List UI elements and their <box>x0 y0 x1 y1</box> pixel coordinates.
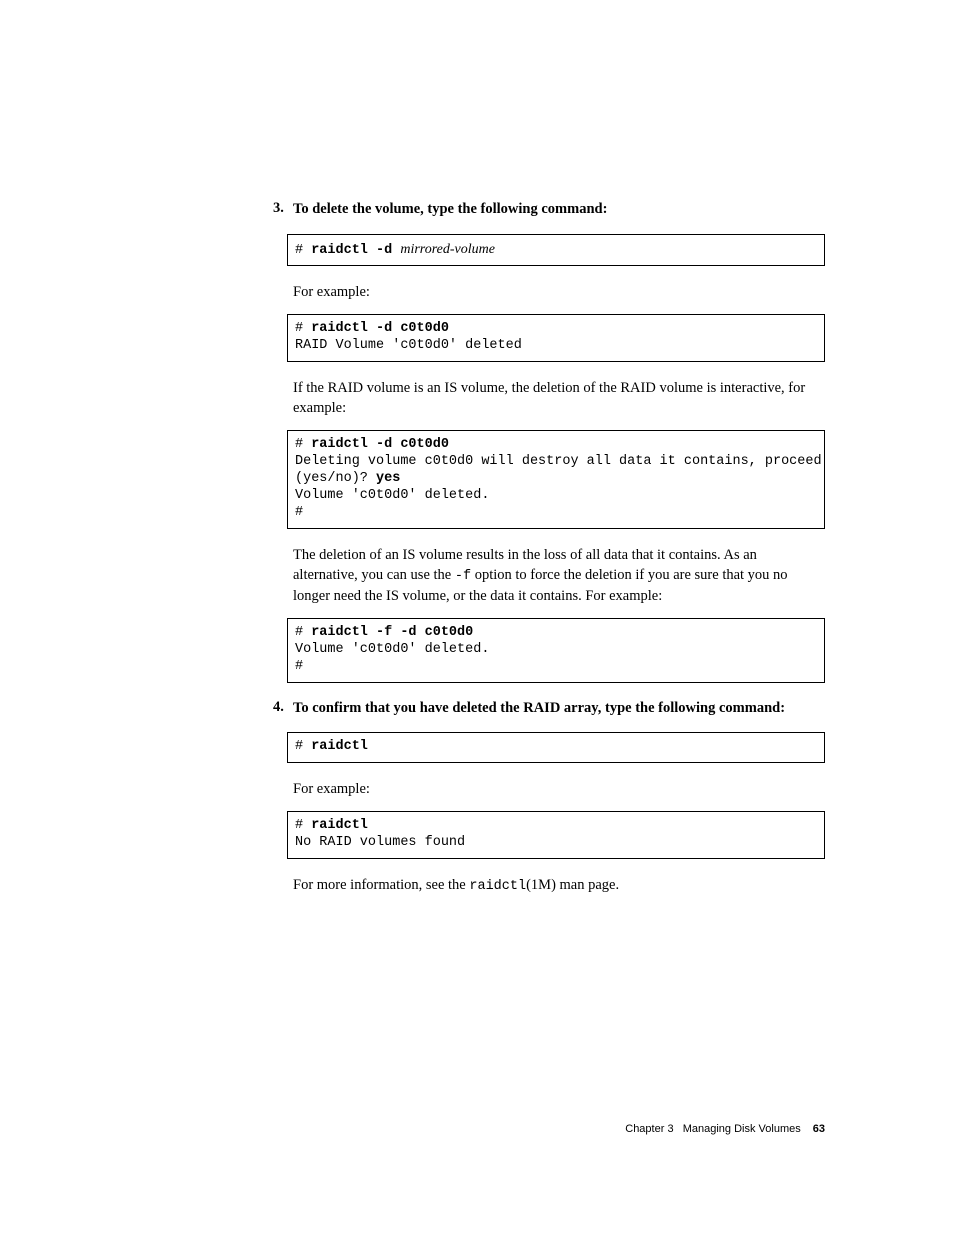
page: 3. To delete the volume, type the follow… <box>0 0 954 1235</box>
para-more-info: For more information, see the raidctl(1M… <box>293 875 825 897</box>
code-output: Deleting volume c0t0d0 will destroy all … <box>295 454 822 469</box>
code-arg: mirrored-volume <box>400 242 495 257</box>
text: (1M) man page. <box>526 877 619 893</box>
para-is-volume-note: If the RAID volume is an IS volume, the … <box>293 378 825 418</box>
code-output: RAID Volume 'c0t0d0' deleted <box>295 338 522 353</box>
para-for-example-2: For example: <box>293 779 825 799</box>
inline-code-cmd: raidctl <box>469 879 526 894</box>
code-cmd: raidctl -d <box>311 243 400 258</box>
code-cmd: raidctl <box>311 739 368 754</box>
code-prompt: # <box>295 625 311 640</box>
codebox-delete-example: # raidctl -d c0t0d0 RAID Volume 'c0t0d0'… <box>287 314 825 362</box>
codebox-delete-cmd: # raidctl -d mirrored-volume <box>287 234 825 267</box>
step-3-text: To delete the volume, type the following… <box>293 200 607 220</box>
para-for-example-1: For example: <box>293 282 825 302</box>
code-prompt: # <box>295 243 311 258</box>
code-cmd: raidctl -f -d c0t0d0 <box>311 625 473 640</box>
text: For more information, see the <box>293 877 469 893</box>
page-footer: Chapter 3 Managing Disk Volumes 63 <box>625 1123 825 1135</box>
codebox-is-delete: # raidctl -d c0t0d0 Deleting volume c0t0… <box>287 430 825 528</box>
code-input: yes <box>376 471 400 486</box>
inline-code-flag: -f <box>455 569 471 584</box>
codebox-force-delete: # raidctl -f -d c0t0d0 Volume 'c0t0d0' d… <box>287 618 825 683</box>
code-prompt: # <box>295 437 311 452</box>
footer-page-number: 63 <box>813 1123 825 1135</box>
step-3-number: 3. <box>273 200 293 217</box>
code-cmd: raidctl -d c0t0d0 <box>311 321 449 336</box>
code-cmd: raidctl <box>311 818 368 833</box>
step-4-number: 4. <box>273 699 293 716</box>
footer-chapter: Chapter 3 <box>625 1123 673 1135</box>
footer-title: Managing Disk Volumes <box>683 1123 801 1135</box>
code-prompt: # <box>295 321 311 336</box>
code-output: No RAID volumes found <box>295 835 465 850</box>
code-prompt: # <box>295 505 303 520</box>
code-prompt: # <box>295 818 311 833</box>
code-cmd: raidctl -d c0t0d0 <box>311 437 449 452</box>
para-deletion-loss: The deletion of an IS volume results in … <box>293 545 825 607</box>
code-output: Volume 'c0t0d0' deleted. <box>295 642 489 657</box>
step-3: 3. To delete the volume, type the follow… <box>273 200 825 220</box>
code-output: (yes/no)? <box>295 471 376 486</box>
code-prompt: # <box>295 659 303 674</box>
code-prompt: # <box>295 739 311 754</box>
codebox-confirm-cmd: # raidctl <box>287 732 825 763</box>
step-4: 4. To confirm that you have deleted the … <box>273 699 825 719</box>
code-output: Volume 'c0t0d0' deleted. <box>295 488 489 503</box>
codebox-confirm-example: # raidctl No RAID volumes found <box>287 811 825 859</box>
step-4-text: To confirm that you have deleted the RAI… <box>293 699 785 719</box>
